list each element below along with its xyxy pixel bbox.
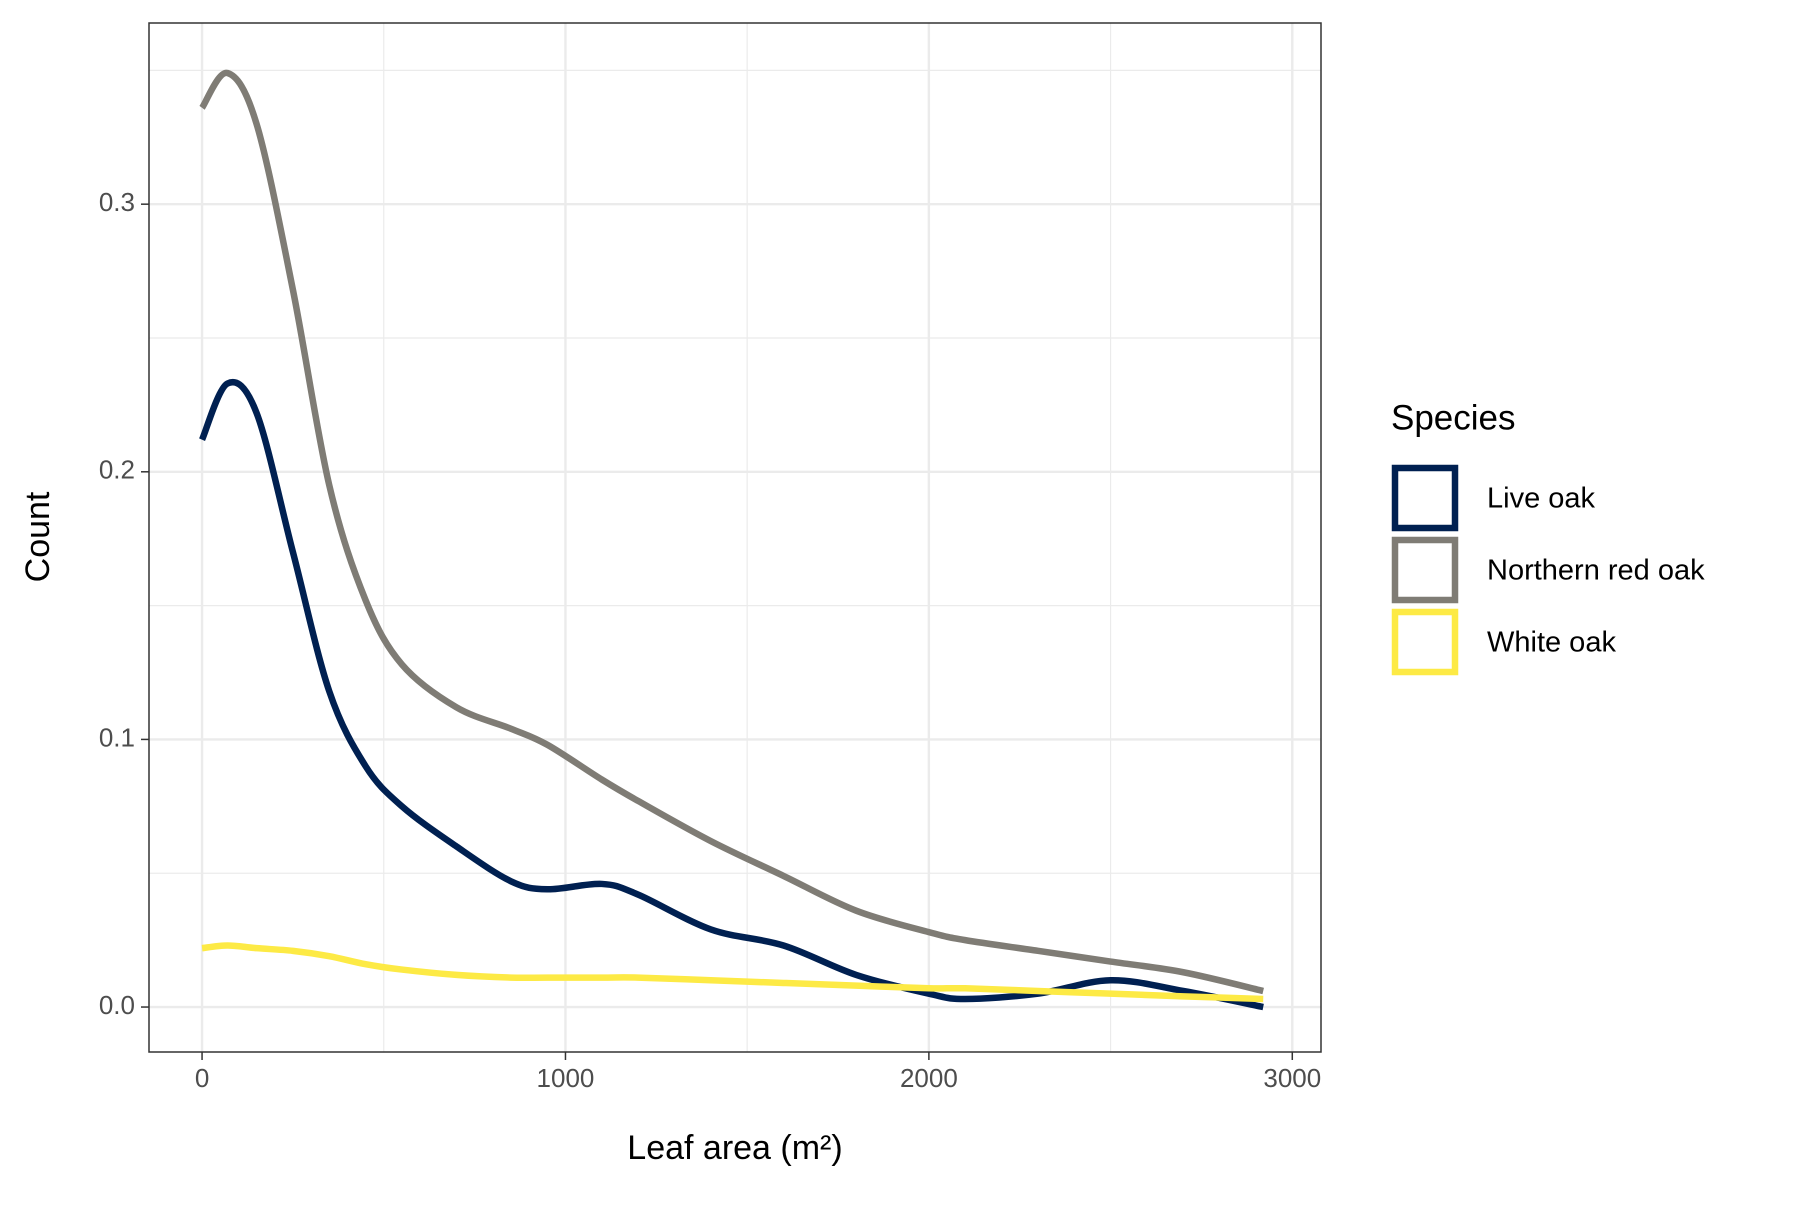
x-axis-title: Leaf area (m²) bbox=[627, 1129, 842, 1167]
panel-border bbox=[148, 22, 1322, 1053]
x-tick-label: 3000 bbox=[1263, 1063, 1321, 1093]
y-axis-title: Count bbox=[19, 491, 57, 582]
x-tick-label: 0 bbox=[195, 1063, 209, 1093]
legend-label: Northern red oak bbox=[1487, 555, 1705, 587]
legend: Species Live oak Northern red oak White oa… bbox=[1391, 398, 1705, 676]
legend-key bbox=[1391, 608, 1459, 676]
lines bbox=[199, 69, 1264, 1011]
y-tick-label: 0.3 bbox=[99, 187, 135, 217]
density-line bbox=[201, 942, 1264, 1003]
y-tick-label: 0.2 bbox=[99, 455, 135, 485]
legend-label: White oak bbox=[1487, 627, 1616, 659]
density-line bbox=[199, 69, 1264, 995]
density-line bbox=[199, 379, 1264, 1011]
x-tick-label: 2000 bbox=[900, 1063, 958, 1093]
x-tick-label: 1000 bbox=[537, 1063, 595, 1093]
legend-key bbox=[1391, 464, 1459, 532]
axes: 0 1000 2000 3000 0.0 0.1 0.2 0.3 bbox=[99, 187, 1321, 1093]
legend-title: Species bbox=[1391, 398, 1516, 437]
legend-label: Live oak bbox=[1487, 483, 1596, 515]
y-tick-label: 0.0 bbox=[99, 990, 135, 1020]
y-tick-label: 0.1 bbox=[99, 722, 135, 752]
legend-key bbox=[1391, 536, 1459, 604]
grid bbox=[149, 23, 1321, 1052]
